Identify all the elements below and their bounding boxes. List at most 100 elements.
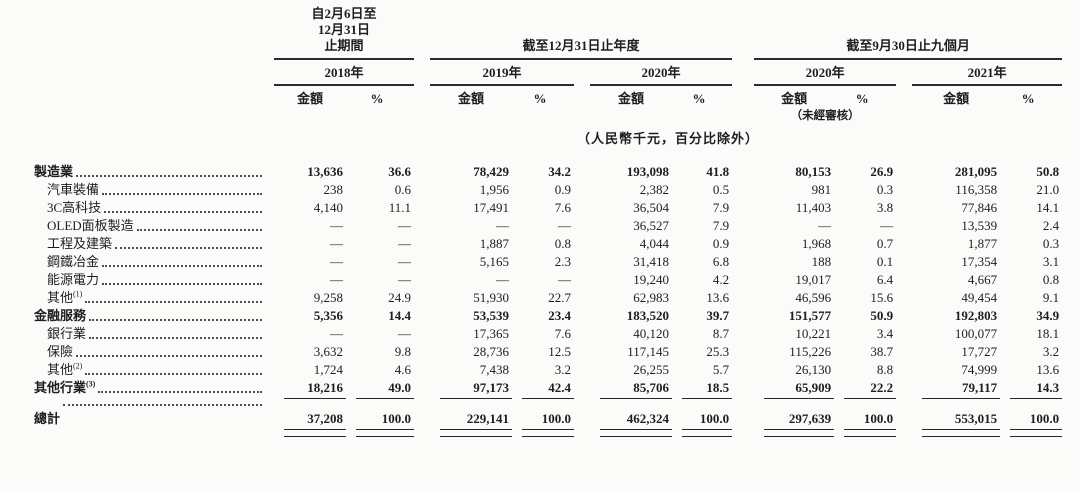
amount-cell: 49,454 xyxy=(961,290,998,305)
table-row: 其他行業(3) 18,216 49.0 97,173 42.4 85,706 18.5 65,… xyxy=(28,379,1063,400)
column-gap xyxy=(574,325,590,343)
percent-cell: 7.6 xyxy=(554,326,572,341)
percent-cell: 11.1 xyxy=(388,200,412,215)
amount-cell: 1,877 xyxy=(967,236,998,251)
table-header: 自2月6日至 12月31日 止期間 截至12月31日止年度 截至9月30日止九個… xyxy=(28,6,1063,163)
amount-cell: 19,017 xyxy=(795,272,832,287)
percent-cell: 5.7 xyxy=(712,362,730,377)
column-gap xyxy=(414,325,430,343)
column-gap xyxy=(414,60,430,86)
percent-header: % xyxy=(533,91,547,106)
percent-cell: 49.0 xyxy=(346,379,415,400)
footnote-marker: (2) xyxy=(73,361,83,371)
percent-cell: 0.8 xyxy=(1042,272,1060,287)
percent-cell: 0.9 xyxy=(554,182,572,197)
column-gap xyxy=(574,199,590,217)
percent-cell: 41.8 xyxy=(706,164,730,179)
year-row: 2018年 2019年 2020年 2020年 2021年 xyxy=(28,60,1063,86)
group-annual: 截至12月31日止年度 xyxy=(430,6,733,60)
row-label: 其他(1) xyxy=(28,289,274,307)
percent-cell: — xyxy=(398,254,412,269)
amount-header: 金額 xyxy=(781,91,808,106)
footnote-marker: (3) xyxy=(86,379,96,389)
amount-cell: 981 xyxy=(811,182,832,197)
column-gap xyxy=(414,6,430,60)
amount-cell: 17,354 xyxy=(961,254,998,269)
percent-cell: 2.3 xyxy=(554,254,572,269)
amount-cell: 183,520 xyxy=(626,308,670,323)
amount-cell: 79,117 xyxy=(912,379,1001,400)
footnote-marker: (1) xyxy=(73,289,83,299)
amount-cell: 116,358 xyxy=(955,182,998,197)
dot-leader xyxy=(85,301,262,303)
percent-cell: 7.6 xyxy=(554,200,572,215)
column-gap xyxy=(574,253,590,271)
percent-cell: 3.2 xyxy=(1042,344,1060,359)
dot-leader xyxy=(104,211,262,213)
amount-cell: 7,438 xyxy=(479,362,510,377)
amount-cell: 1,724 xyxy=(313,362,343,377)
column-gap xyxy=(896,181,912,199)
amount-cell: 74,999 xyxy=(961,362,998,377)
percent-cell: — xyxy=(398,236,412,251)
percent-cell: 50.8 xyxy=(1036,164,1060,179)
column-gap xyxy=(732,86,754,109)
year-2018: 2018年 xyxy=(274,60,415,86)
column-gap xyxy=(574,217,590,235)
amount-cell: 3,632 xyxy=(313,344,343,359)
column-gap xyxy=(732,289,754,307)
amount-cell: 188 xyxy=(811,254,832,269)
row-label: 金融服務 xyxy=(28,307,274,325)
row-label-text: 其他 xyxy=(47,362,74,377)
group-annual-title: 截至12月31日止年度 xyxy=(522,38,640,53)
amount-cell: 36,504 xyxy=(633,200,670,215)
column-gap xyxy=(732,361,754,379)
amount-cell: 553,015 xyxy=(912,400,1001,437)
table-row: 汽車裝備 238 0.6 1,956 0.9 2,382 0.5 981 0.3 116,358 2… xyxy=(28,181,1062,199)
amount-cell: — xyxy=(330,254,343,269)
column-gap xyxy=(732,400,754,437)
amount-cell: 26,255 xyxy=(633,362,670,377)
dot-leader xyxy=(102,193,262,195)
percent-cell: 0.9 xyxy=(712,236,730,251)
amount-cell: 31,418 xyxy=(633,254,670,269)
column-gap xyxy=(574,235,590,253)
percent-cell: — xyxy=(398,326,412,341)
percent-cell: 0.6 xyxy=(394,182,412,197)
column-gap xyxy=(896,235,912,253)
group-title-row: 自2月6日至 12月31日 止期間 截至12月31日止年度 截至9月30日止九個… xyxy=(28,6,1063,60)
row-label-text: 金融服務 xyxy=(34,308,87,323)
percent-cell: — xyxy=(398,218,412,233)
column-gap xyxy=(896,400,912,437)
dot-leader xyxy=(102,283,262,285)
year-2019: 2019年 xyxy=(430,60,575,86)
percent-cell: 0.3 xyxy=(876,182,894,197)
row-label-text: 其他行業 xyxy=(34,380,87,395)
percent-cell: 3.2 xyxy=(554,362,572,377)
percent-cell: 18.1 xyxy=(1036,326,1060,341)
column-gap xyxy=(414,379,430,400)
row-label: 工程及建築 xyxy=(28,235,274,253)
percent-cell: — xyxy=(398,272,412,287)
table-row: 總計 37,208 100.0 229,141 100.0 462,324 100.0 297… xyxy=(28,400,1063,437)
column-gap xyxy=(414,217,430,235)
percent-cell: 100.0 xyxy=(1000,400,1063,437)
header-spacer xyxy=(28,86,274,109)
column-gap xyxy=(896,217,912,235)
amount-cell: 19,240 xyxy=(633,272,670,287)
column-gap xyxy=(574,343,590,361)
column-gap xyxy=(414,86,430,109)
amount-cell: 5,165 xyxy=(479,254,510,269)
column-gap xyxy=(414,361,430,379)
amount-header: 金額 xyxy=(618,91,645,106)
percent-cell: — xyxy=(558,272,572,287)
row-label: 製造業 xyxy=(28,163,274,181)
column-gap xyxy=(414,400,430,437)
row-label-text: 能源電力 xyxy=(47,272,100,287)
percent-cell: 14.3 xyxy=(1000,379,1063,400)
column-gap xyxy=(414,235,430,253)
table-row: 銀行業 — — 17,365 7.6 40,120 8.7 10,221 3.4 100,077 1… xyxy=(28,325,1062,343)
column-gap xyxy=(896,289,912,307)
row-label-text: 其他 xyxy=(47,290,74,305)
period-title-line: 自2月6日至 xyxy=(311,6,377,21)
